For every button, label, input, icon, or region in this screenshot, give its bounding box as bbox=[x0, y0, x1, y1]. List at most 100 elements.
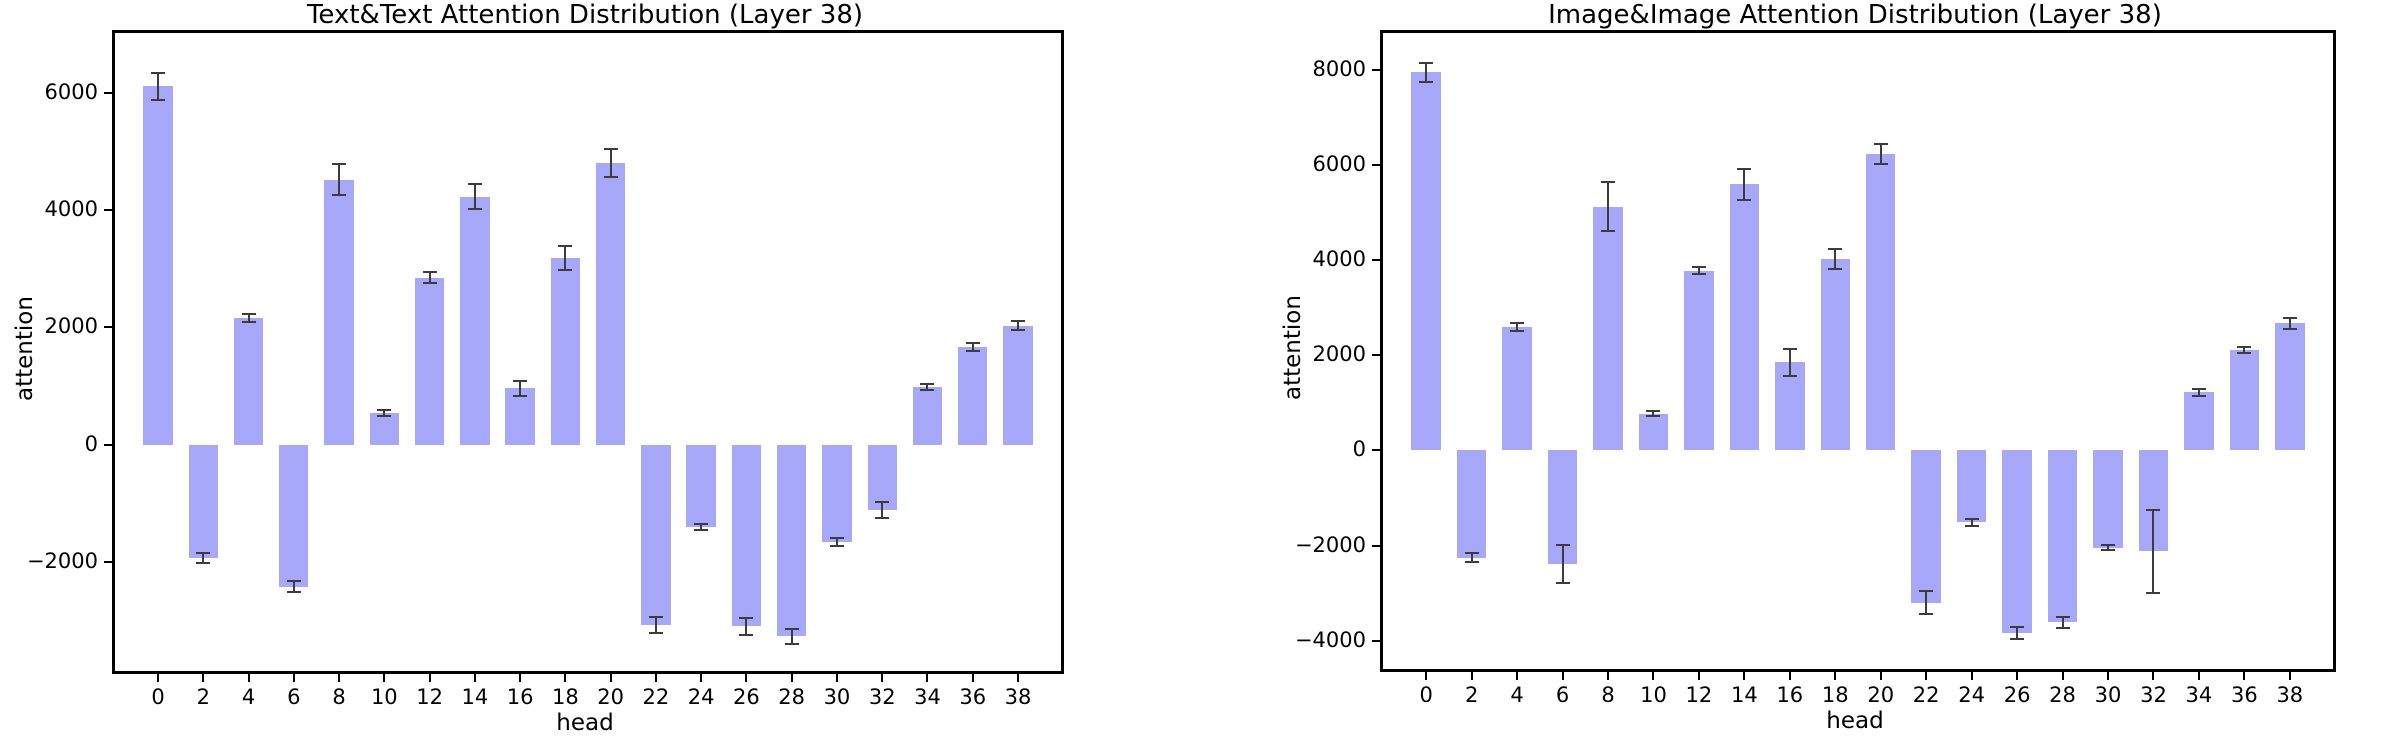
error-bar-cap bbox=[1601, 230, 1615, 233]
x-tick-mark bbox=[338, 674, 341, 682]
x-tick-mark bbox=[881, 674, 884, 682]
error-bar-cap bbox=[286, 579, 301, 582]
chart-title: Text&Text Attention Distribution (Layer … bbox=[306, 0, 864, 30]
x-tick-mark bbox=[700, 674, 703, 682]
bar-head-38 bbox=[2275, 323, 2305, 451]
x-tick-mark bbox=[564, 674, 567, 682]
error-bar-cap bbox=[694, 523, 709, 526]
error-bar-cap bbox=[603, 176, 618, 179]
error-bar-cap bbox=[2101, 548, 2115, 551]
x-tick-label: 10 bbox=[370, 685, 398, 709]
y-tick-mark bbox=[104, 326, 112, 329]
bar-head-8 bbox=[324, 179, 354, 445]
x-tick-mark bbox=[1834, 672, 1837, 680]
x-tick-mark bbox=[202, 674, 205, 682]
error-bar-cap bbox=[558, 268, 573, 271]
error-bar-cap bbox=[151, 98, 165, 101]
error-bar-cap bbox=[467, 207, 482, 210]
error-bar bbox=[564, 246, 567, 270]
error-bar bbox=[2197, 389, 2200, 396]
x-tick-mark bbox=[1970, 672, 1973, 680]
x-tick-label: 36 bbox=[959, 685, 987, 709]
y-tick-label: −2000 bbox=[26, 548, 98, 573]
error-bar-cap bbox=[241, 312, 256, 315]
x-tick-label: 26 bbox=[2003, 683, 2031, 707]
error-bar-cap bbox=[513, 394, 528, 397]
error-bar-cap bbox=[784, 643, 799, 646]
x-tick-label: 20 bbox=[1867, 683, 1895, 707]
x-tick-label: 24 bbox=[687, 685, 715, 709]
x-tick-mark bbox=[1652, 672, 1655, 680]
bar-head-24 bbox=[686, 444, 716, 528]
error-bar-cap bbox=[965, 350, 980, 353]
error-bar-cap bbox=[1464, 561, 1479, 564]
bar-head-36 bbox=[2229, 350, 2260, 451]
y-tick-label: −2000 bbox=[1294, 532, 1366, 557]
x-tick-mark bbox=[247, 674, 250, 682]
x-tick-label: 2 bbox=[196, 685, 210, 709]
error-bar-cap bbox=[648, 632, 663, 635]
x-tick-mark bbox=[1017, 674, 1019, 682]
bar-head-0 bbox=[1411, 72, 1441, 451]
x-tick-label: 30 bbox=[2094, 683, 2122, 707]
error-bar bbox=[1425, 62, 1428, 82]
x-tick-label: 12 bbox=[416, 685, 443, 709]
x-tick-mark bbox=[292, 674, 295, 682]
error-bar-cap bbox=[1919, 590, 1934, 593]
x-tick-label: 22 bbox=[642, 685, 670, 709]
bar-head-38 bbox=[1003, 325, 1033, 445]
x-tick-label: 26 bbox=[733, 685, 760, 709]
y-tick-mark bbox=[1372, 354, 1380, 357]
y-tick-label: 4000 bbox=[44, 197, 98, 222]
error-bar-cap bbox=[2101, 544, 2115, 547]
bar-head-0 bbox=[143, 86, 173, 445]
x-tick-mark bbox=[609, 674, 612, 682]
error-bar bbox=[2107, 545, 2109, 550]
error-bar-cap bbox=[784, 627, 799, 630]
x-tick-mark bbox=[1697, 672, 1700, 680]
error-bar-cap bbox=[739, 633, 754, 636]
y-tick-mark bbox=[1372, 163, 1380, 166]
error-bar bbox=[609, 149, 612, 178]
bar-head-8 bbox=[1593, 206, 1623, 451]
error-bar bbox=[1017, 321, 1019, 330]
error-bar bbox=[881, 502, 884, 519]
bar-head-28 bbox=[776, 444, 807, 637]
error-bar bbox=[338, 163, 341, 196]
error-bar-cap bbox=[196, 562, 211, 565]
error-bar bbox=[1970, 519, 1973, 526]
error-bar bbox=[1788, 348, 1791, 377]
error-bar-cap bbox=[1828, 247, 1843, 250]
x-tick-mark bbox=[926, 674, 929, 682]
x-tick-mark bbox=[1561, 672, 1564, 680]
error-bar-cap bbox=[196, 551, 211, 554]
x-tick-mark bbox=[1607, 672, 1609, 680]
bar-head-22 bbox=[641, 444, 671, 626]
x-tick-label: 14 bbox=[461, 685, 489, 709]
x-tick-mark bbox=[790, 674, 793, 682]
x-axis-label: head bbox=[556, 710, 614, 736]
y-tick-label: 4000 bbox=[1312, 247, 1366, 272]
y-tick-label: 0 bbox=[1352, 437, 1366, 462]
error-bar-cap bbox=[1555, 582, 1570, 585]
x-tick-label: 14 bbox=[1730, 683, 1758, 707]
error-bar-cap bbox=[1691, 265, 1706, 268]
bar-head-22 bbox=[1911, 450, 1941, 603]
error-bar bbox=[292, 580, 295, 593]
y-tick-mark bbox=[1372, 449, 1380, 452]
x-tick-mark bbox=[1470, 672, 1473, 680]
x-tick-label: 2 bbox=[1464, 683, 1479, 707]
error-bar-cap bbox=[2237, 345, 2252, 348]
error-bar-cap bbox=[422, 282, 437, 285]
y-tick-mark bbox=[104, 560, 112, 563]
error-bar-cap bbox=[1646, 415, 1661, 418]
x-tick-label: 32 bbox=[2140, 683, 2167, 707]
x-tick-label: 8 bbox=[1601, 683, 1615, 707]
y-tick-mark bbox=[104, 443, 112, 446]
x-tick-label: 28 bbox=[2049, 683, 2076, 707]
x-tick-mark bbox=[835, 674, 838, 682]
error-bar-cap bbox=[2191, 394, 2206, 397]
error-bar-cap bbox=[1419, 80, 1434, 83]
error-bar bbox=[835, 537, 838, 547]
